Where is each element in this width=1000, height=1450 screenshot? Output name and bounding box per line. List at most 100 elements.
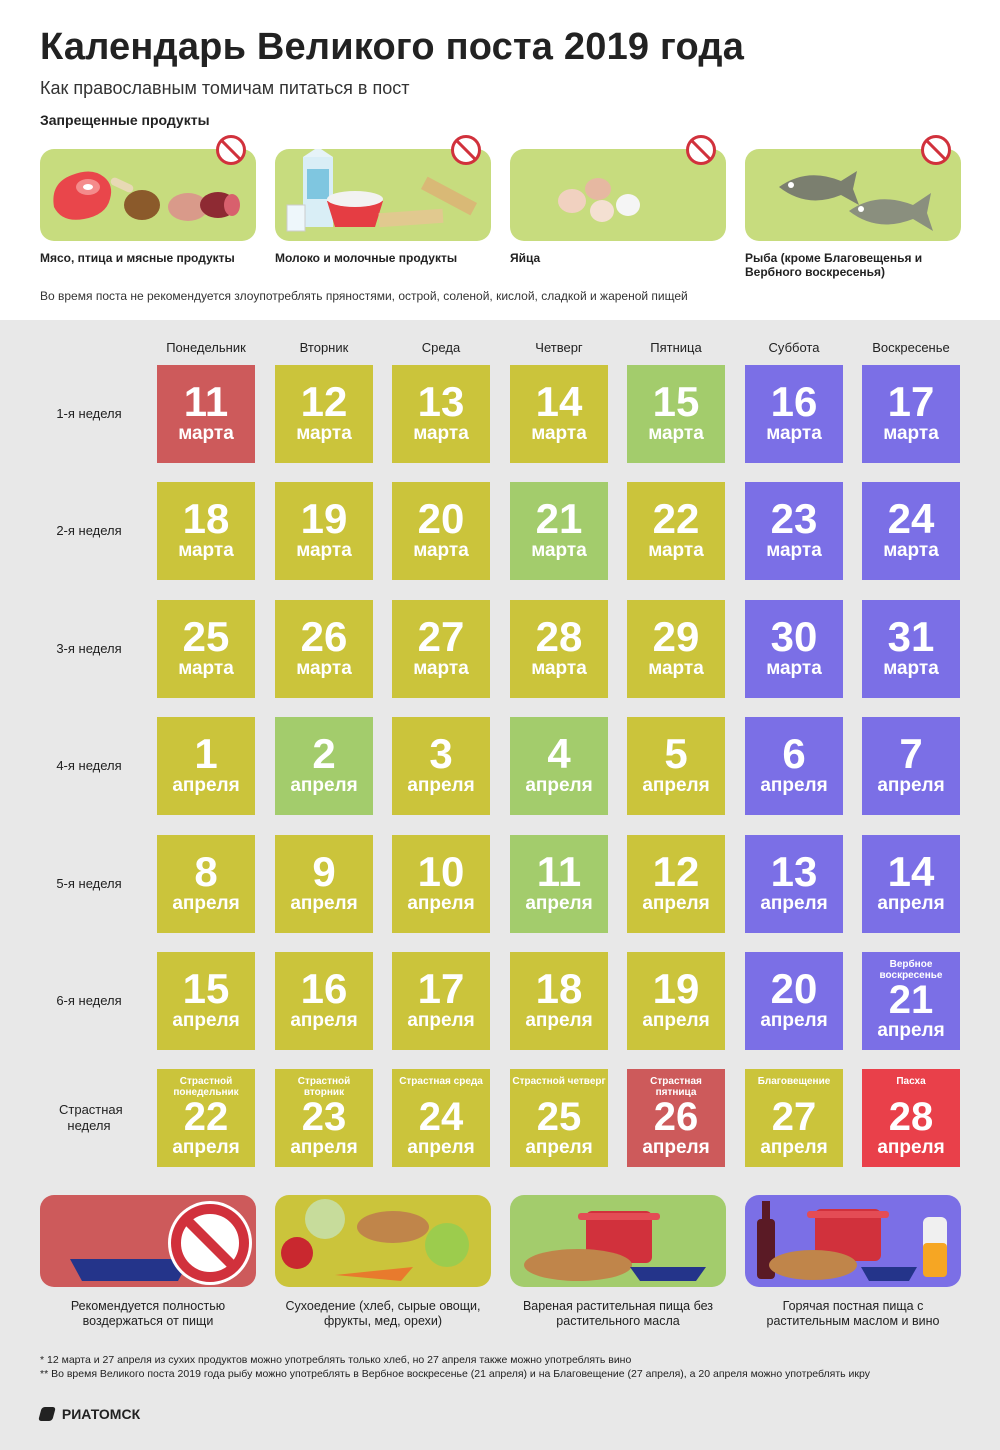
forbidden-card-fish — [745, 135, 961, 241]
logo-mark-icon — [38, 1407, 56, 1421]
logo: РИАТОМСК — [38, 1406, 140, 1422]
day-number: 23 — [301, 1095, 347, 1139]
day-number: 26 — [653, 1095, 699, 1139]
day-number: 14 — [887, 848, 935, 895]
legend-label-boiled: Вареная растительная пища без растительн… — [522, 1299, 714, 1328]
empty-plate-icon — [70, 1201, 252, 1285]
day-number: 15 — [182, 965, 230, 1012]
day-number: 7 — [899, 730, 923, 777]
day-month: апреля — [642, 1137, 710, 1158]
forbidden-card-dairy — [275, 135, 491, 241]
calendar-day-cell: 18 апреля — [510, 952, 608, 1050]
day-number: 15 — [652, 378, 700, 425]
week-label: 4-я неделя — [56, 758, 122, 773]
ban-icon — [921, 135, 951, 165]
day-number: 10 — [417, 848, 465, 895]
day-month: апреля — [525, 893, 593, 914]
day-month: марта — [883, 540, 939, 561]
day-note: Вербное воскресенье — [879, 959, 943, 981]
day-header: Понедельник — [166, 340, 246, 355]
forbidden-label-dairy: Молоко и молочные продукты — [275, 251, 458, 265]
day-number: 11 — [183, 378, 229, 425]
calendar-day-cell: 12 апреля — [627, 835, 725, 933]
day-number: 13 — [770, 848, 818, 895]
calendar-day-cell: 23 марта — [745, 482, 843, 580]
day-month: апреля — [525, 1010, 593, 1031]
day-month: апреля — [290, 1137, 358, 1158]
calendar-day-cell: Страстная пятница 26 апреля — [627, 1069, 725, 1167]
day-month: марта — [766, 540, 822, 561]
calendar-day-cell: 29 марта — [627, 600, 725, 698]
day-month: марта — [178, 540, 234, 561]
week-label: 3-я неделя — [56, 641, 122, 656]
calendar-day-cell: Вербное воскресенье 21 апреля — [862, 952, 960, 1050]
calendar-day-cell: 26 марта — [275, 600, 373, 698]
calendar-day-cell: 11 марта — [157, 365, 255, 463]
ban-icon — [451, 135, 481, 165]
day-month: апреля — [172, 1137, 240, 1158]
day-number: 16 — [300, 965, 348, 1012]
calendar-day-cell: 20 апреля — [745, 952, 843, 1050]
calendar-day-cell: 7 апреля — [862, 717, 960, 815]
advisory-note: Во время поста не рекомендуется злоупотр… — [40, 289, 688, 303]
day-note: Благовещение — [757, 1076, 831, 1087]
day-month: апреля — [877, 1020, 945, 1041]
day-month: апреля — [760, 893, 828, 914]
week-label: 6-я неделя — [56, 993, 122, 1008]
day-month: марта — [883, 658, 939, 679]
day-number: 28 — [535, 613, 583, 660]
day-month: апреля — [760, 1137, 828, 1158]
day-month: апреля — [290, 775, 358, 796]
day-number: 18 — [535, 965, 583, 1012]
calendar-day-cell: 20 марта — [392, 482, 490, 580]
day-month: апреля — [172, 893, 240, 914]
day-note: Страстной вторник — [297, 1076, 351, 1098]
calendar-day-cell: 11 апреля — [510, 835, 608, 933]
day-number: 17 — [417, 965, 465, 1012]
day-header: Вторник — [299, 340, 349, 355]
day-number: 9 — [312, 848, 336, 895]
calendar-day-cell: 15 апреля — [157, 952, 255, 1050]
day-month: марта — [178, 423, 234, 444]
forbidden-title: Запрещенные продукты — [40, 112, 210, 128]
day-number: 29 — [652, 613, 700, 660]
raw-food-icon — [281, 1199, 469, 1281]
day-month: марта — [648, 658, 704, 679]
calendar-day-cell: 9 апреля — [275, 835, 373, 933]
calendar-day-cell: 5 апреля — [627, 717, 725, 815]
legend-label-oil: Горячая постная пища с растительным масл… — [766, 1299, 940, 1328]
day-number: 12 — [652, 848, 700, 895]
day-number: 22 — [652, 495, 700, 542]
calendar-day-cell: Страстной четверг 25 апреля — [510, 1069, 608, 1167]
calendar-day-cell: 25 марта — [157, 600, 255, 698]
calendar-day-cell: Страстной вторник 23 апреля — [275, 1069, 373, 1167]
legend-card-abstain — [40, 1195, 256, 1287]
calendar-day-cell: 30 марта — [745, 600, 843, 698]
calendar-day-cell: 14 апреля — [862, 835, 960, 933]
page-title: Календарь Великого поста 2019 года — [40, 26, 745, 68]
day-number: 17 — [887, 378, 935, 425]
week-label: 1-я неделя — [56, 406, 122, 421]
day-number: 16 — [770, 378, 818, 425]
day-month: марта — [531, 540, 587, 561]
ban-icon — [686, 135, 716, 165]
day-month: апреля — [642, 893, 710, 914]
calendar-day-cell: Страстная среда 24 апреля — [392, 1069, 490, 1167]
forbidden-card-eggs — [510, 135, 726, 241]
day-number: 6 — [782, 730, 806, 777]
day-header: Воскресенье — [872, 340, 950, 355]
day-number: 25 — [536, 1095, 582, 1139]
day-number: 3 — [429, 730, 453, 777]
calendar-day-cell: 4 апреля — [510, 717, 608, 815]
day-month: марта — [178, 658, 234, 679]
calendar-day-cell: 17 апреля — [392, 952, 490, 1050]
day-note: Страстная пятница — [650, 1076, 702, 1098]
forbidden-card-meat — [40, 135, 256, 241]
day-note: Страстная среда — [399, 1076, 483, 1087]
calendar-day-cell: 3 апреля — [392, 717, 490, 815]
day-note: Страстной четверг — [512, 1076, 606, 1087]
day-number: 13 — [417, 378, 465, 425]
calendar-day-cell: 8 апреля — [157, 835, 255, 933]
calendar-day-cell: 22 марта — [627, 482, 725, 580]
calendar-day-cell: 14 марта — [510, 365, 608, 463]
